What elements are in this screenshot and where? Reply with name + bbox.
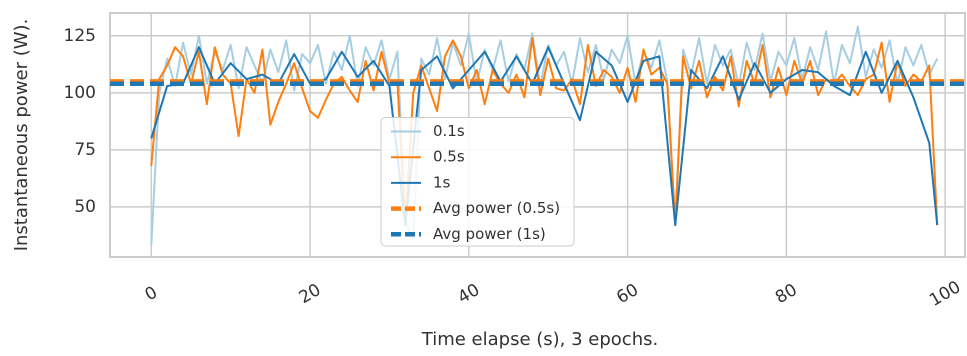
y-tick-label: 50 <box>74 197 96 217</box>
legend-label: Avg power (1s) <box>433 225 546 243</box>
y-tick-label: 75 <box>74 140 96 160</box>
x-tick-label: 0 <box>142 283 161 306</box>
legend-label: Avg power (0.5s) <box>433 199 560 217</box>
y-tick-label: 125 <box>64 26 96 46</box>
series-line <box>150 37 939 227</box>
y-axis-label: Instantaneous power (W). <box>11 19 32 252</box>
plot-frame <box>109 12 966 258</box>
legend-label: 0.1s <box>433 122 465 140</box>
legend: 0.1s 0.5s 1s Avg power (0.5s) Avg power (1s) <box>380 117 575 247</box>
x-tick-label: 40 <box>454 280 483 308</box>
series-line <box>150 25 939 246</box>
legend-label: 1s <box>433 173 451 191</box>
x-tick-label: 80 <box>772 280 801 308</box>
x-tick-label: 20 <box>296 280 325 308</box>
legend-box <box>380 117 575 247</box>
x-axis-label: Time elapse (s), 3 epochs. <box>421 329 658 350</box>
x-tick-label: 100 <box>926 277 964 311</box>
y-tick-label: 100 <box>64 83 96 103</box>
x-tick-label: 60 <box>613 280 642 308</box>
legend-label: 0.5s <box>433 148 465 166</box>
series-line <box>150 46 939 227</box>
